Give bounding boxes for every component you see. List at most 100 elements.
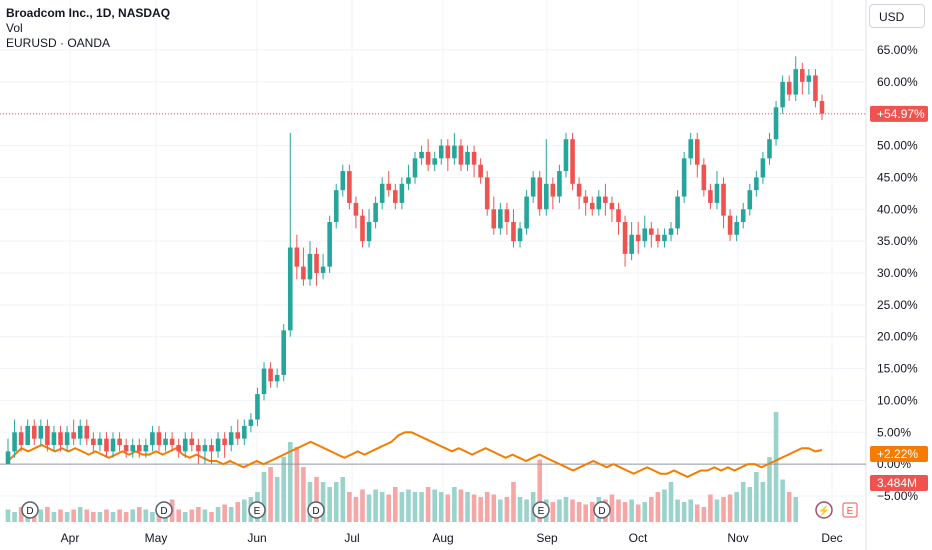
candle-body [484, 177, 490, 210]
x-tick-label: Dec [821, 531, 842, 545]
event-markers: D D E D E D ⚡ E [21, 501, 858, 519]
event-marker[interactable]: E [248, 501, 266, 519]
candle [537, 171, 543, 216]
candle [576, 177, 582, 210]
volume-bar [478, 497, 483, 522]
volume-bar [71, 509, 76, 522]
event-marker[interactable]: ⚡ [815, 501, 833, 519]
event-marker[interactable]: D [155, 501, 173, 519]
candle [340, 164, 346, 197]
volume-bar [294, 447, 300, 522]
candle [419, 145, 424, 165]
candle-body [596, 196, 602, 210]
candle-body [819, 100, 825, 114]
candle-body [786, 81, 792, 95]
marker-circle [155, 501, 173, 519]
candle-body [662, 234, 667, 242]
y-tick-label: 45.00% [877, 170, 918, 184]
candle-body [721, 183, 726, 216]
candle [77, 419, 83, 446]
candle-body [340, 171, 346, 191]
volume-bar [261, 472, 267, 522]
candle-body [491, 209, 497, 229]
candle-body [31, 425, 37, 439]
volume-bar [465, 492, 470, 522]
candle-body [813, 75, 818, 101]
candle [130, 438, 136, 458]
event-marker[interactable]: E [532, 501, 550, 519]
candle-body [504, 209, 510, 223]
volume-legend[interactable]: Vol [6, 21, 23, 35]
candle [97, 432, 103, 452]
candle-body [347, 171, 352, 203]
volume-bar [412, 492, 418, 522]
x-axis[interactable]: Apr May Jun Jul Aug Sep Oct Nov Dec [61, 531, 843, 545]
candle [333, 183, 339, 229]
volume-bar [714, 499, 720, 522]
candle [688, 132, 694, 165]
candle [662, 228, 667, 248]
candle [242, 419, 247, 446]
volume-bar [274, 477, 280, 522]
candle-body [5, 451, 11, 465]
x-tick-label: Nov [727, 531, 748, 545]
event-marker[interactable]: D [21, 501, 39, 519]
candle [760, 151, 766, 184]
candle-body [406, 177, 411, 184]
event-marker[interactable]: E [842, 502, 858, 518]
candle-body [655, 234, 661, 242]
candle [754, 171, 759, 197]
candle [301, 247, 306, 286]
candle-body [51, 432, 57, 446]
volume-bar [77, 507, 83, 522]
candle-body [616, 209, 621, 223]
y-tick-label: 30.00% [877, 266, 918, 280]
event-marker[interactable]: D [307, 501, 325, 519]
candle [281, 323, 287, 382]
candle-body [327, 222, 332, 267]
candle [491, 196, 497, 235]
candle-body [668, 228, 674, 235]
marker-label: D [160, 506, 167, 517]
candle [189, 432, 195, 452]
volume-bar [91, 512, 96, 522]
volume-bar [136, 507, 142, 522]
candle [714, 171, 720, 210]
volume-bar [642, 502, 648, 522]
candle-body [163, 438, 168, 446]
candle-body [12, 432, 17, 452]
volume-bar [452, 487, 457, 522]
compare-legend[interactable]: EURUSD · OANDA [6, 36, 111, 50]
candle [589, 196, 595, 216]
symbol-title[interactable]: Broadcom Inc., 1D, NASDAQ [6, 6, 171, 20]
volume-bar [498, 499, 503, 522]
volume-bar [18, 507, 24, 522]
x-tick-label: Aug [432, 531, 453, 545]
volume-bar [307, 482, 313, 522]
y-tick-label: −5.00% [877, 489, 918, 503]
candle-body [196, 445, 201, 452]
candle-body [320, 266, 326, 273]
x-tick-label: Apr [61, 531, 80, 545]
volume-bar [58, 509, 63, 522]
chart-legend: Broadcom Inc., 1D, NASDAQ Vol EURUSD · O… [6, 6, 170, 51]
volume-bar [5, 509, 11, 522]
y-tick-label: 35.00% [877, 234, 918, 248]
candle [445, 139, 451, 172]
candle-body [511, 222, 516, 242]
volume-bar [320, 482, 326, 522]
volume-bar [773, 412, 779, 522]
marker-circle [532, 501, 550, 519]
volume-bar [182, 512, 188, 522]
event-marker[interactable]: D [593, 501, 611, 519]
volume-bar [563, 497, 569, 522]
volume-bar [458, 489, 464, 522]
candle [655, 228, 661, 248]
candle [379, 177, 385, 210]
currency-button[interactable]: USD [869, 4, 925, 28]
candle [45, 419, 50, 452]
volume-bar [471, 494, 477, 522]
candle [386, 171, 392, 197]
candle-body [445, 145, 451, 159]
